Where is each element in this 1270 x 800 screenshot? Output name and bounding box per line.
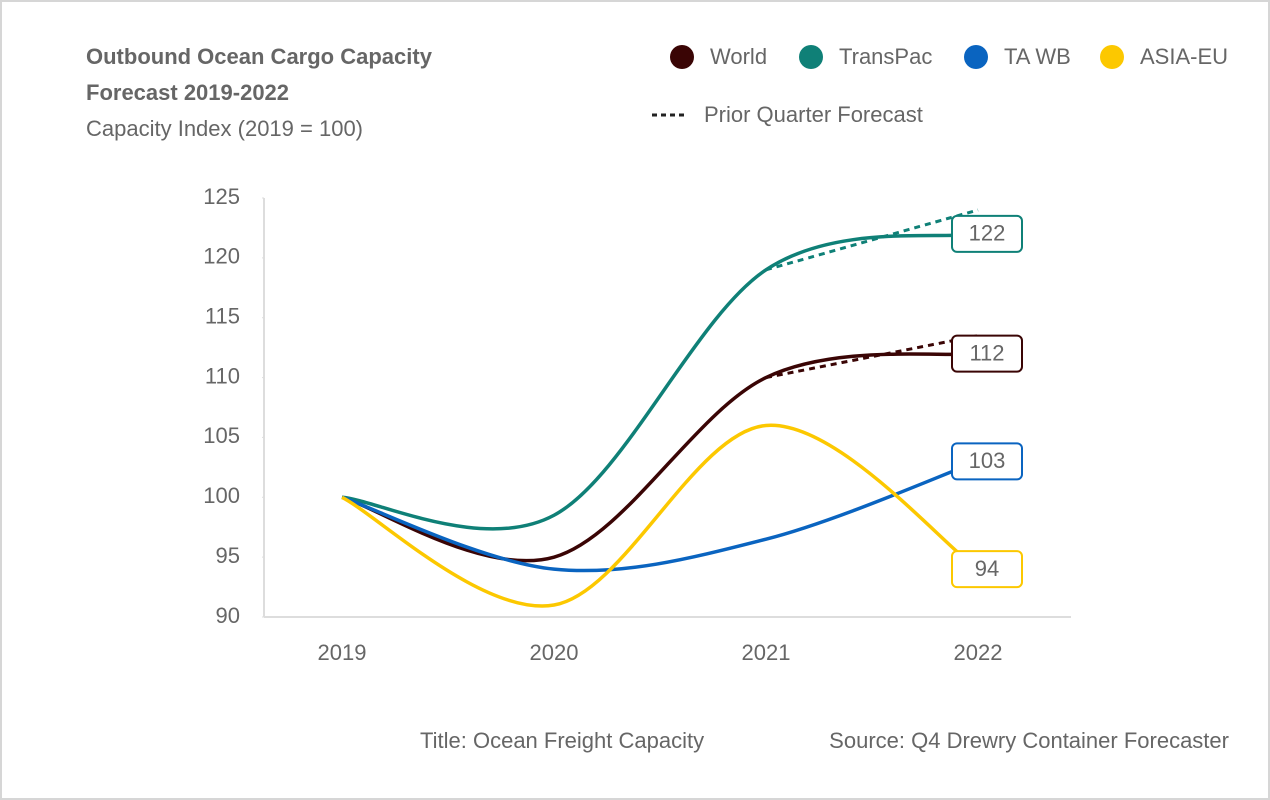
x-tick-label: 2019 [318,640,367,665]
legend-swatch [1100,45,1124,69]
x-tick-label: 2021 [742,640,791,665]
y-tick-label: 115 [205,304,240,329]
value-label: 122 [969,221,1006,246]
legend-label: TransPac [839,44,932,69]
value-label: 112 [969,340,1004,365]
value-label-box [951,442,1023,481]
footer-title: Title: Ocean Freight Capacity [420,728,704,753]
chart-title: Outbound Ocean Cargo Capacity [86,44,433,69]
value-label-box [951,550,1023,589]
y-tick-label: 90 [216,603,240,628]
x-tick-label: 2022 [954,640,1003,665]
source: Source: Q4 Drewry Container Forecaster [829,728,1229,753]
chart-subtitle: Capacity Index (2019 = 100) [86,116,363,141]
legend-swatch [964,45,988,69]
y-tick-label: 100 [203,483,240,508]
legend-label: TA WB [1004,44,1071,69]
y-tick-label: 120 [203,244,240,269]
series-line [341,232,979,531]
value-label-box [951,334,1023,373]
value-label-box [951,214,1023,253]
value-label: 103 [969,448,1006,473]
series-line [341,351,979,563]
forecast-line [765,208,979,272]
y-tick-label: 125 [203,184,240,209]
x-tick-label: 2020 [530,640,579,665]
legend-label: ASIA-EU [1140,44,1228,69]
legend-swatch [670,45,694,69]
chart-title: Forecast 2019-2022 [86,80,289,105]
value-label: 94 [975,556,999,581]
y-tick-label: 95 [216,543,240,568]
legend-label: World [710,44,767,69]
legend-swatch [799,45,823,69]
series-line [341,459,979,573]
y-tick-label: 110 [205,363,240,388]
legend-label: Prior Quarter Forecast [704,102,923,127]
series-line [341,423,979,608]
y-tick-label: 105 [203,423,240,448]
